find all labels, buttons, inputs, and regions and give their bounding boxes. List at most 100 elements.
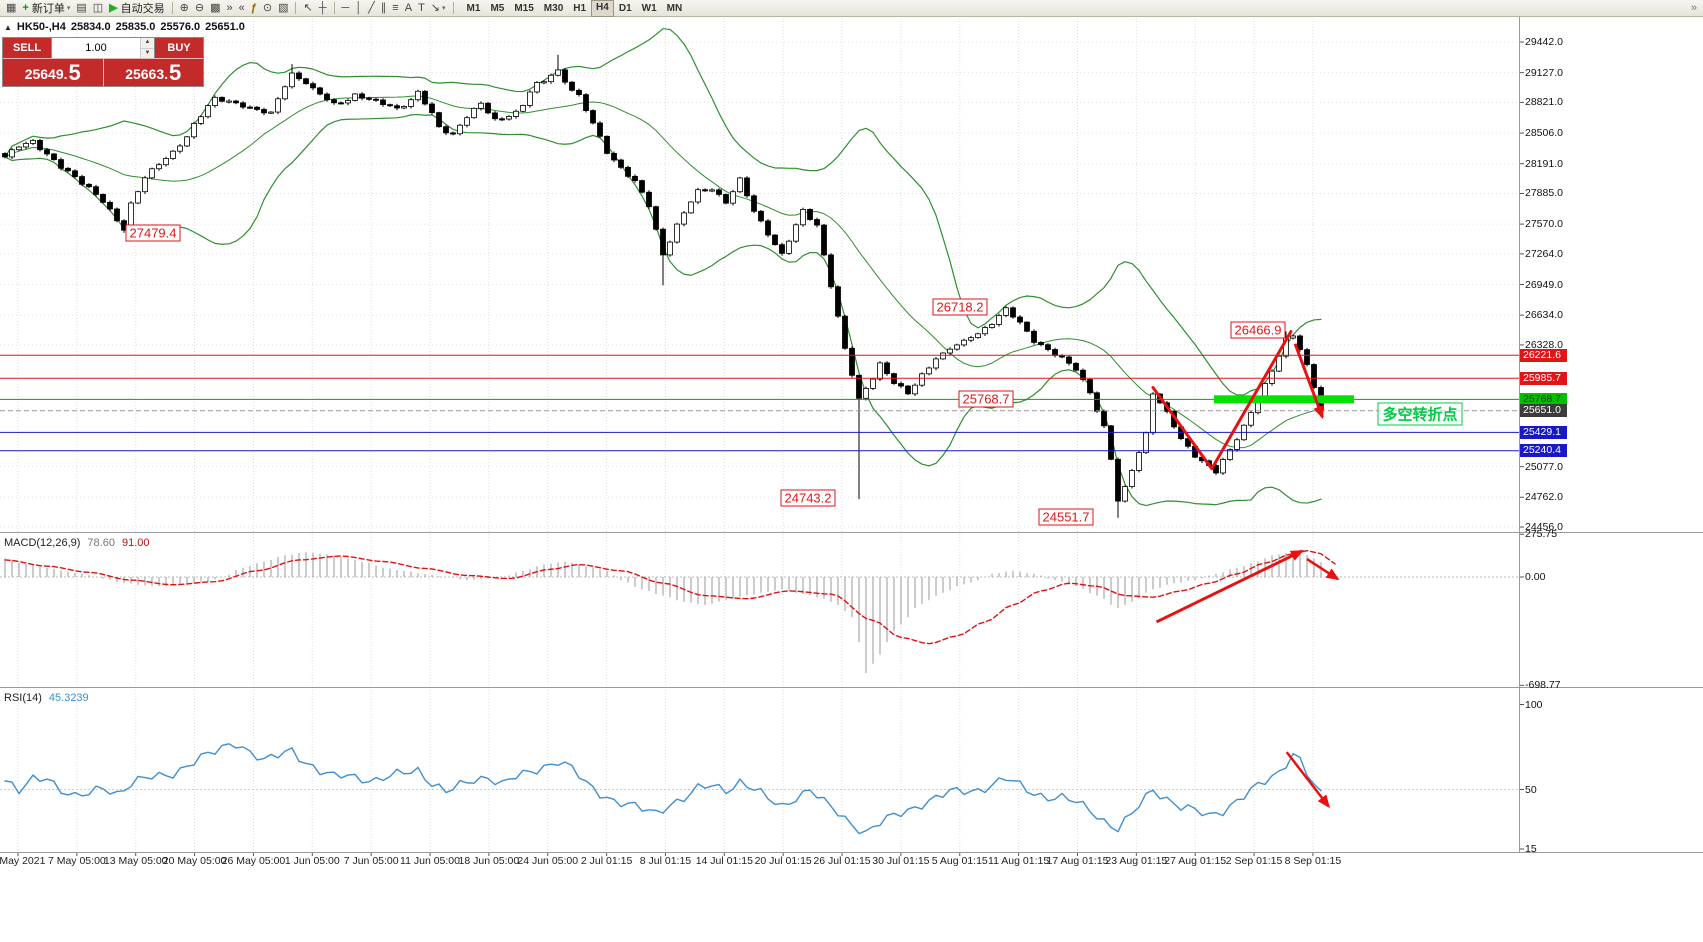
periods-button[interactable]: ⊙ bbox=[260, 1, 275, 16]
zoom-out-button[interactable]: ⊖ bbox=[192, 1, 207, 16]
zoom-in-button[interactable]: ⊕ bbox=[177, 1, 192, 16]
toolbar-separator bbox=[333, 2, 335, 14]
timeframe-d1[interactable]: D1 bbox=[618, 2, 632, 14]
new-order-button-label: 新订单 bbox=[31, 3, 65, 15]
timeframe-h4[interactable]: H4 bbox=[591, 0, 614, 17]
time-axis-line bbox=[0, 852, 1703, 853]
market-watch-icon: ▤ bbox=[76, 1, 87, 14]
trade-panel-divider bbox=[102, 59, 104, 86]
chart-ohlc-header: ▲ HK50-,H4 25834.0 25835.0 25576.0 25651.0 bbox=[4, 21, 250, 33]
navigator-button[interactable]: ◫ bbox=[90, 1, 106, 16]
rsi-label: RSI(14) 45.3239 bbox=[4, 692, 89, 704]
autotrading-button-label: 自动交易 bbox=[120, 3, 165, 15]
auto-scroll-button[interactable]: » bbox=[223, 1, 235, 16]
high-value: 25835.0 bbox=[115, 21, 156, 33]
vertical-line-icon: │ bbox=[355, 1, 363, 14]
rsi-value: 45.3239 bbox=[48, 692, 89, 704]
tile-windows-button[interactable]: ▩ bbox=[207, 1, 223, 16]
periods-icon: ⊙ bbox=[262, 1, 273, 14]
templates-icon: ▧ bbox=[278, 1, 289, 14]
channel-icon: ∥ bbox=[380, 1, 387, 14]
volume-up-icon[interactable]: ▲ bbox=[141, 38, 154, 49]
rsi-name: RSI(14) bbox=[4, 692, 42, 704]
macd-name: MACD(12,26,9) bbox=[4, 537, 81, 549]
volume-value[interactable]: 1.00 bbox=[85, 42, 107, 54]
indicators-icon: ƒ bbox=[250, 1, 257, 14]
timeframe-m30[interactable]: M30 bbox=[543, 2, 564, 14]
trendline-icon: ╱ bbox=[368, 1, 375, 14]
candlestick-series bbox=[2, 54, 1324, 518]
chevron-down-icon: ▾ bbox=[66, 5, 71, 12]
timeframe-m15[interactable]: M15 bbox=[514, 2, 534, 14]
cursor-button[interactable]: ↖ bbox=[300, 1, 315, 16]
toolbar-overflow-button[interactable]: » bbox=[1690, 2, 1697, 14]
sell-price-main: 25649. bbox=[24, 66, 68, 82]
timeframe-w1[interactable]: W1 bbox=[641, 2, 657, 14]
vertical-line-button[interactable]: │ bbox=[352, 1, 365, 16]
symbol-period-label: HK50-,H4 bbox=[16, 21, 66, 33]
indicators-button[interactable]: ƒ bbox=[248, 1, 260, 16]
trend-arrows-price bbox=[1151, 330, 1324, 471]
trendline-button[interactable]: ╱ bbox=[365, 1, 378, 16]
arrows-button[interactable]: ↘ ▾ bbox=[428, 1, 449, 16]
autotrading-button[interactable]: ▶ 自动交易 bbox=[106, 1, 167, 16]
volume-down-icon[interactable]: ▼ bbox=[141, 48, 154, 58]
label-button[interactable]: T bbox=[415, 1, 428, 16]
panel-separator-macd[interactable] bbox=[0, 532, 1703, 533]
horizontal-line-icon: ─ bbox=[341, 1, 350, 14]
autotrading-icon: ▶ bbox=[109, 1, 118, 14]
one-click-trading-panel: SELL 1.00 ▲ ▼ BUY 25649. 5 25663. 5 bbox=[2, 37, 204, 87]
open-value: 25834.0 bbox=[70, 21, 111, 33]
timeframe-m1[interactable]: M1 bbox=[466, 2, 481, 14]
macd-indicator bbox=[0, 549, 1519, 674]
crosshair-button[interactable]: ┼ bbox=[316, 1, 330, 16]
rsi-indicator bbox=[0, 743, 1519, 835]
chart-grid bbox=[0, 18, 1519, 852]
toolbar-separator bbox=[295, 2, 297, 14]
timeframe-mn[interactable]: MN bbox=[666, 2, 683, 14]
zoom-in-icon: ⊕ bbox=[179, 1, 189, 14]
volume-spinner[interactable]: ▲ ▼ bbox=[140, 38, 154, 58]
auto-scroll-icon: » bbox=[226, 1, 233, 14]
panel-collapse-icon[interactable]: ▲ bbox=[4, 23, 12, 32]
navigator-icon: ◫ bbox=[92, 1, 104, 14]
market-watch-button[interactable]: ▤ bbox=[73, 1, 89, 16]
zoom-out-icon: ⊖ bbox=[194, 1, 205, 14]
chevron-down-icon: ▾ bbox=[442, 5, 446, 12]
buy-price[interactable]: 25663. 5 bbox=[104, 59, 204, 86]
fibonacci-button[interactable]: ≡ bbox=[389, 1, 401, 16]
channel-button[interactable]: ∥ bbox=[378, 1, 390, 16]
close-value: 25651.0 bbox=[205, 21, 245, 33]
panel-separator-rsi[interactable] bbox=[0, 687, 1703, 688]
sell-button[interactable]: SELL bbox=[12, 42, 42, 54]
toolbar-separator bbox=[452, 2, 454, 14]
new-chart-icon: ▦ bbox=[6, 1, 17, 14]
sell-price[interactable]: 25649. 5 bbox=[3, 59, 103, 86]
timeframe-h1[interactable]: H1 bbox=[573, 2, 587, 14]
toolbar: ▦ + 新订单 ▾ ▤ ◫ ▶ 自动交易 ⊕ ⊖ ▩» «ƒ ⊙ ▧ ↖ ┼ ─ │ ╱ ∥ ≡ A T ↘ ▾ M1 M5 M15 M… bbox=[0, 0, 1703, 17]
buy-button[interactable]: BUY bbox=[167, 42, 191, 54]
label-icon: T bbox=[418, 1, 425, 14]
timeframe-toolbar: M1 M5 M15 M30 H1 H4 D1 W1 MN bbox=[462, 0, 688, 17]
price-scale-border bbox=[1519, 17, 1520, 852]
volume-field[interactable]: 1.00 ▲ ▼ bbox=[51, 38, 155, 58]
crosshair-icon: ┼ bbox=[318, 1, 327, 14]
fibonacci-icon: ≡ bbox=[392, 1, 399, 14]
templates-button[interactable]: ▧ bbox=[275, 1, 291, 16]
toolbar-separator bbox=[171, 2, 173, 14]
chart-shift-button[interactable]: « bbox=[236, 1, 248, 16]
cursor-icon: ↖ bbox=[303, 1, 313, 14]
new-chart-button[interactable]: ▦ bbox=[3, 1, 19, 16]
new-order-button[interactable]: + 新订单 ▾ bbox=[19, 1, 73, 16]
support-zone-bar[interactable] bbox=[1214, 395, 1354, 404]
axis-tick-marks bbox=[17, 41, 1524, 856]
text-button[interactable]: A bbox=[402, 1, 415, 16]
horizontal-line-button[interactable]: ─ bbox=[339, 1, 353, 16]
sell-price-pips: 5 bbox=[68, 60, 81, 85]
macd-label: MACD(12,26,9) 78.60 91.00 bbox=[4, 537, 149, 549]
timeframe-m5[interactable]: M5 bbox=[490, 2, 505, 14]
low-value: 25576.0 bbox=[160, 21, 201, 33]
chart-shift-icon: « bbox=[238, 1, 245, 14]
